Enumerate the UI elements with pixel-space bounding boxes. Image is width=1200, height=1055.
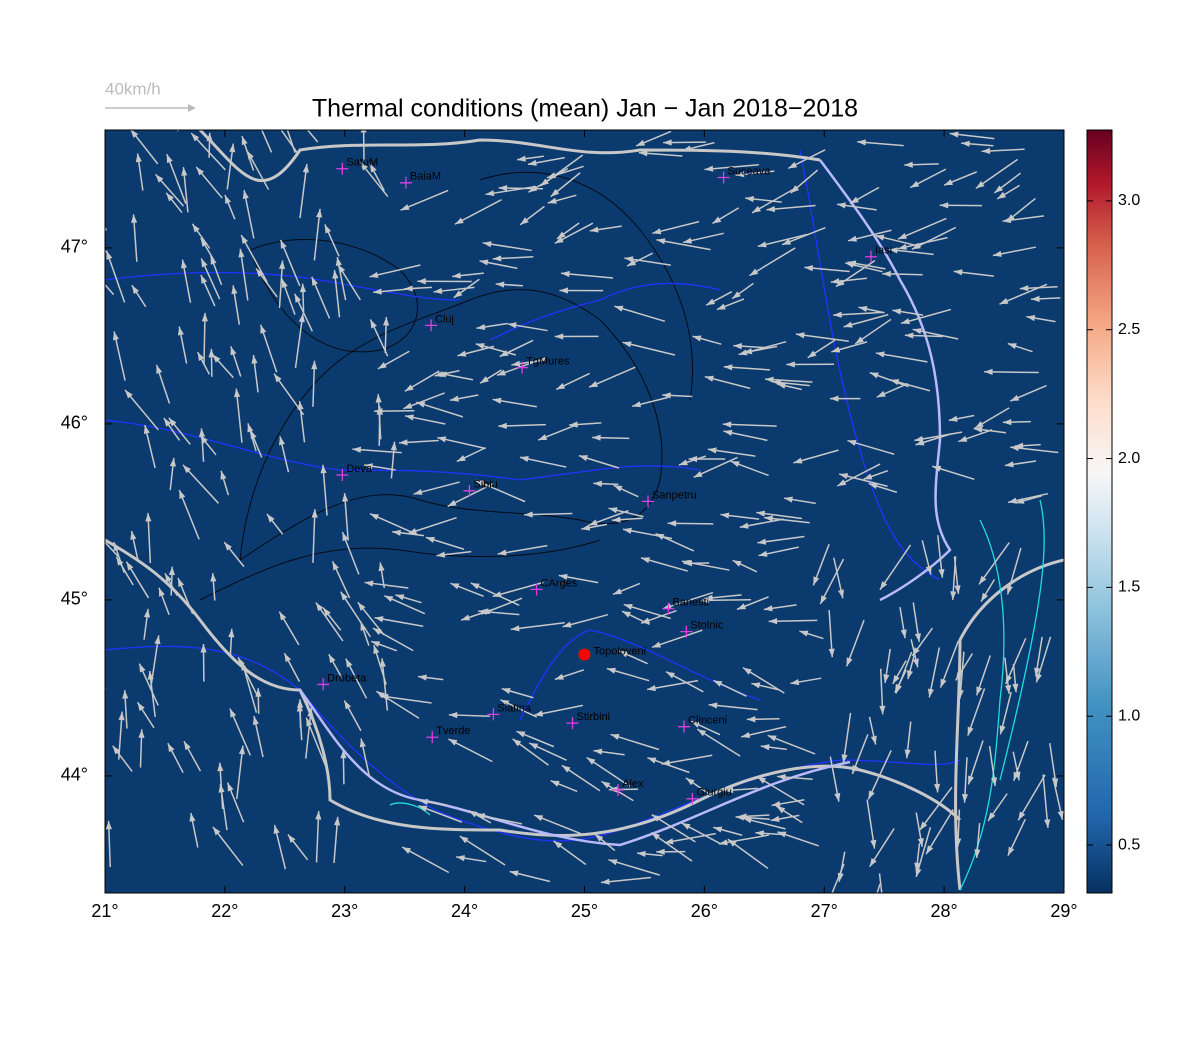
- x-tick-label: 24°: [451, 901, 478, 921]
- colorbar-tick-label: 3.0: [1118, 192, 1140, 209]
- city-label: Cluj: [435, 313, 454, 325]
- city-label: BaiaM: [410, 171, 441, 183]
- x-tick-label: 25°: [571, 901, 598, 921]
- city-label: Banesti: [672, 597, 709, 609]
- y-tick-label: 47°: [61, 237, 88, 257]
- city-label: Drobeta: [327, 672, 367, 684]
- colorbar-tick-label: 0.5: [1118, 836, 1140, 853]
- city-label: Stolnic: [690, 620, 724, 632]
- colorbar-tick-label: 2.0: [1118, 450, 1140, 467]
- colorbar: [1087, 130, 1112, 893]
- x-tick-label: 28°: [931, 901, 958, 921]
- wind-arrow: [90, 805, 105, 833]
- wind-arrow-head: [361, 124, 367, 132]
- x-tick-label: 23°: [331, 901, 358, 921]
- wind-arrow-head: [90, 805, 97, 814]
- site-marker: [579, 649, 591, 661]
- wind-arrow-head: [89, 231, 97, 239]
- map-title: Thermal conditions (mean) Jan − Jan 2018…: [312, 95, 858, 123]
- city-label: Alex: [622, 778, 644, 790]
- city-label: Giurgiu: [696, 787, 731, 799]
- x-tick-label: 22°: [211, 901, 238, 921]
- city-label: Iasi: [875, 245, 892, 257]
- wind-arrow-head: [275, 122, 282, 131]
- x-tick-label: 26°: [691, 901, 718, 921]
- wind-arrow-head: [251, 104, 257, 113]
- wind-arrow-head: [91, 528, 99, 536]
- wind-arrow-head: [281, 113, 287, 122]
- city-label: Suceava: [728, 165, 772, 177]
- city-label: CArges: [541, 577, 578, 589]
- x-tick-label: 29°: [1050, 901, 1077, 921]
- city-label: Deva: [346, 463, 373, 475]
- y-tick-label: 44°: [61, 765, 88, 785]
- city-label: Tverde: [436, 725, 470, 737]
- city-label: TgMures: [526, 356, 570, 368]
- site-label: Topoloveni: [594, 645, 647, 657]
- wind-arrow-head: [294, 114, 302, 122]
- scale-arrow-head: [188, 104, 196, 112]
- wind-arrow-head: [867, 916, 873, 925]
- wind-arrow: [94, 661, 106, 689]
- y-tick-label: 46°: [61, 413, 88, 433]
- city-label: Slatina: [497, 702, 532, 714]
- colorbar-tick-label: 1.5: [1118, 579, 1140, 596]
- colorbar-tick-label: 1.0: [1118, 707, 1140, 724]
- city-label: SatuM: [346, 157, 378, 169]
- city-label: Sanpetru: [652, 489, 697, 501]
- city-label: Stirbini: [577, 711, 611, 723]
- wind-arrow-head: [96, 207, 102, 216]
- wind-arrow-head: [80, 498, 88, 506]
- wind-arrow-head: [88, 266, 96, 274]
- wind-arrow-head: [881, 917, 887, 926]
- city-label: Clinceni: [688, 715, 727, 727]
- city-label: Sibiu: [473, 479, 497, 491]
- y-tick-label: 45°: [61, 589, 88, 609]
- wind-arrow: [172, 100, 178, 131]
- wind-arrow-head: [94, 661, 100, 670]
- x-tick-label: 27°: [811, 901, 838, 921]
- x-tick-label: 21°: [91, 901, 118, 921]
- scale-label: 40km/h: [105, 79, 161, 98]
- wind-arrow: [80, 498, 106, 528]
- colorbar-tick-label: 2.5: [1118, 321, 1140, 338]
